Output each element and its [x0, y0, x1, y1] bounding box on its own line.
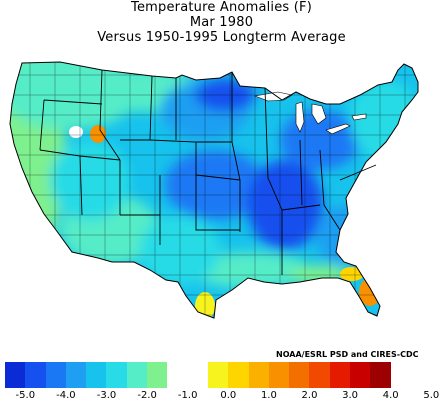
lake-michigan: [295, 101, 305, 133]
scale-swatch: [126, 362, 148, 388]
scale-tick-label: 2.0: [301, 390, 318, 401]
scale-swatch: [167, 362, 188, 388]
scale-tick-label: -5.0: [15, 390, 36, 401]
lake-ontario: [351, 113, 367, 121]
scale-swatch: [207, 362, 229, 388]
scale-swatch: [350, 362, 371, 388]
scale-swatch: [289, 362, 310, 388]
nevada-white-spot: [69, 126, 83, 138]
scale-tick-label: -2.0: [137, 390, 157, 401]
scale-swatch: [370, 362, 391, 388]
map-title: Temperature Anomalies (F): [131, 0, 312, 15]
scale-tick-label: -4.0: [56, 390, 76, 401]
scale-swatch: [147, 362, 168, 388]
idaho-warm-spot: [90, 125, 106, 143]
mississippi-valley-region: [247, 160, 323, 250]
map-titles: Temperature Anomalies (F) Mar 1980 Versu…: [0, 0, 443, 45]
scale-swatch: [5, 362, 26, 388]
scale-tick-label: 5.0: [423, 390, 440, 401]
scale-tick-label: -1.0: [177, 390, 198, 401]
scale-tick-label: 0.0: [220, 390, 237, 401]
color-scale: -5.0 -4.0 -3.0 -2.0 -1.0 0.0 1.0 2.0 3.0 4.0 5.0: [5, 362, 439, 401]
scale-swatch: [25, 362, 46, 388]
scale-swatch: [268, 362, 290, 388]
color-scale-swatches: [5, 362, 391, 388]
scale-swatch: [65, 362, 87, 388]
us-outline: [9, 61, 419, 319]
map-subtitle: Versus 1950-1995 Longterm Average: [97, 30, 346, 45]
scale-tick-label: 3.0: [342, 390, 359, 401]
color-scale-ticks: -5.0 -4.0 -3.0 -2.0 -1.0 0.0 1.0 2.0 3.0 4.0 5.0: [5, 390, 440, 402]
scale-swatch: [187, 362, 208, 388]
scale-swatch: [329, 362, 351, 388]
map-period: Mar 1980: [189, 15, 254, 30]
state-boundaries: [39, 69, 377, 275]
scale-tick-label: 1.0: [260, 390, 277, 401]
great-basin-region: [50, 140, 130, 220]
lake-huron: [311, 103, 327, 125]
northeast-region: [350, 80, 418, 160]
scale-swatch: [248, 362, 269, 388]
scale-tick-label: -3.0: [96, 390, 117, 401]
scale-swatch: [228, 362, 249, 388]
scale-swatch: [86, 362, 107, 388]
scale-swatch: [106, 362, 127, 388]
credit-text: NOAA/ESRL PSD and CIRES-CDC: [276, 350, 419, 359]
lake-erie: [325, 123, 351, 135]
florida-panhandle-warm-area: [340, 267, 364, 281]
scale-swatch: [309, 362, 330, 388]
scale-tick-label: 4.0: [382, 390, 399, 401]
scale-swatch: [45, 362, 66, 388]
